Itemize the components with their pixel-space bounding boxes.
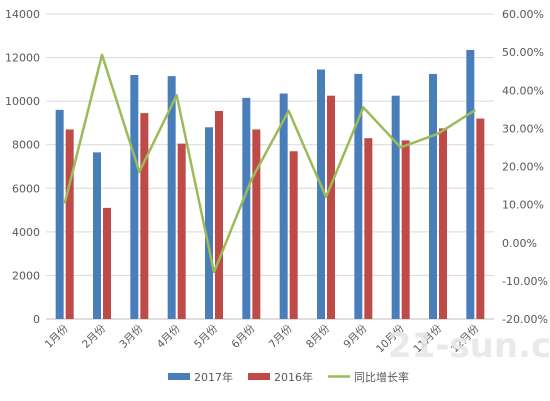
growth-rate-line-series <box>63 53 477 274</box>
category-label: 4月份 <box>155 322 183 350</box>
left-axis-tick-label: 10000 <box>5 95 40 108</box>
legend-label: 2017年 <box>194 370 233 384</box>
legend-label: 2016年 <box>274 370 313 384</box>
right-axis-tick-label: 20.00% <box>502 161 544 174</box>
bar-2017年-11月份 <box>429 73 437 320</box>
line-同比增长率 <box>63 53 477 274</box>
watermark-text: 21-sun.com <box>388 326 550 366</box>
left-axis-tick-label: 0 <box>33 313 40 326</box>
right-axis-tick-label: 60.00% <box>502 8 544 21</box>
bar-2016年-1月份 <box>65 129 74 319</box>
left-axis-tick-label: 12000 <box>5 52 40 65</box>
bar-2016年-12月份 <box>476 118 485 319</box>
right-axis-tick-label: -10.00% <box>502 275 548 288</box>
category-label: 9月份 <box>341 322 369 350</box>
bar-series <box>55 49 485 320</box>
bar-2016年-3月份 <box>140 113 149 319</box>
bar-2017年-4月份 <box>167 76 176 319</box>
bar-2016年-11月份 <box>439 128 447 319</box>
right-axis-tick-label: 50.00% <box>502 46 544 59</box>
bar-2017年-9月份 <box>354 73 363 320</box>
bar-2017年-8月份 <box>317 69 325 319</box>
bar-2017年-5月份 <box>205 127 213 320</box>
right-axis-tick-label: 10.00% <box>502 199 544 212</box>
category-label: 3月份 <box>117 322 145 350</box>
category-label: 7月份 <box>267 322 295 350</box>
bar-2017年-6月份 <box>242 97 251 319</box>
bar-2016年-9月份 <box>364 138 373 319</box>
bar-2016年-10月份 <box>401 140 410 319</box>
legend-swatch <box>168 373 190 380</box>
bar-2016年-4月份 <box>177 143 186 319</box>
category-label: 2月份 <box>80 322 108 350</box>
bar-2016年-8月份 <box>327 95 335 319</box>
category-label: 1月份 <box>43 322 71 350</box>
category-label: 5月份 <box>192 322 220 350</box>
right-axis-tick-label: -20.00% <box>502 313 548 326</box>
bar-2017年-10月份 <box>391 95 400 319</box>
bar-2017年-7月份 <box>279 93 288 320</box>
bar-2017年-2月份 <box>93 152 101 319</box>
bar-2017年-12月份 <box>466 49 475 319</box>
left-axis-tick-label: 6000 <box>12 182 40 195</box>
bar-2016年-2月份 <box>103 207 111 319</box>
bar-2017年-3月份 <box>130 75 139 319</box>
right-axis-tick-label: 40.00% <box>502 84 544 97</box>
left-axis-tick-label: 8000 <box>12 139 40 152</box>
left-axis-tick-label: 14000 <box>5 8 40 21</box>
right-axis-tick-label: 0.00% <box>502 237 537 250</box>
legend-label: 同比增长率 <box>354 370 409 384</box>
bar-2016年-5月份 <box>215 110 223 319</box>
right-axis-ticks: -20.00% -10.00% 0.00% 10.00% 20.00% 30.00% 40.… <box>502 8 548 326</box>
right-axis-tick-label: 30.00% <box>502 122 544 135</box>
bar-2016年-7月份 <box>289 151 298 319</box>
legend-swatch <box>248 373 270 380</box>
gridlines <box>46 13 494 320</box>
left-axis-tick-label: 4000 <box>12 226 40 239</box>
legend: 2017年 2016年 同比增长率 <box>168 370 409 384</box>
left-axis-ticks: 0 2000 4000 6000 8000 10000 12000 14000 <box>5 8 40 326</box>
bar-2016年-6月份 <box>252 129 261 319</box>
category-label: 8月份 <box>304 322 332 350</box>
category-label: 6月份 <box>229 322 257 350</box>
bar-2017年-1月份 <box>55 109 64 319</box>
left-axis-tick-label: 2000 <box>12 269 40 282</box>
